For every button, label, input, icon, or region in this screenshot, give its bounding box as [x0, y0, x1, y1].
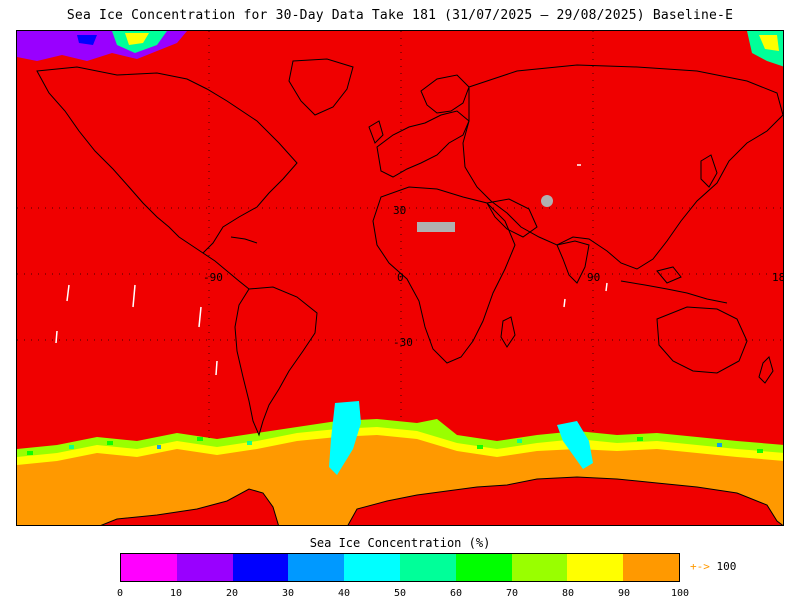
- arctic-ice-northeast: [747, 31, 783, 67]
- legend-title: Sea Ice Concentration (%): [309, 536, 491, 550]
- legend-tick-label: 50: [393, 588, 407, 599]
- arctic-ice-northwest: [17, 31, 187, 61]
- lat-label-n30: 30: [393, 204, 406, 217]
- legend-swatch-1: [176, 554, 233, 581]
- legend-tick-label: 70: [505, 588, 519, 599]
- lon-label-w90: -90: [203, 271, 223, 284]
- legend-swatch-2: [232, 554, 289, 581]
- legend-swatch-3: [288, 554, 345, 581]
- world-map: -90 0 90 180 30 -30: [16, 30, 784, 526]
- overflow-arrow: +->: [690, 560, 710, 573]
- legend-tick-label: 40: [337, 588, 351, 599]
- legend-overflow-marker: +-> 100: [690, 560, 736, 573]
- legend-swatch-5: [399, 554, 456, 581]
- color-scale-ticks: 0 10 20 30 40 50 60 70 80 90 100: [116, 588, 689, 600]
- legend-swatch-8: [567, 554, 624, 581]
- map-canvas: -90 0 90 180 30 -30: [17, 31, 784, 525]
- legend-tick-label: 30: [281, 588, 295, 599]
- no-data-patch-sahara: [417, 222, 455, 232]
- page-title: Sea Ice Concentration for 30-Day Data Ta…: [66, 8, 734, 23]
- lat-label-s30: -30: [393, 336, 413, 349]
- legend-tick-label: 0: [116, 588, 124, 599]
- color-scale-bar: [120, 553, 680, 582]
- legend-tick-label: 20: [225, 588, 239, 599]
- overflow-value: 100: [716, 560, 737, 573]
- legend-tick-label: 80: [561, 588, 575, 599]
- legend-swatch-6: [455, 554, 512, 581]
- no-data-patch-tibet: [541, 195, 553, 207]
- legend-swatch-9: [623, 554, 679, 581]
- legend-tick-label: 60: [449, 588, 463, 599]
- coastlines: [36, 58, 783, 437]
- legend-tick-label: 90: [617, 588, 631, 599]
- legend-swatch-4: [344, 554, 400, 581]
- legend-tick-label: 100: [670, 588, 690, 599]
- legend-swatch-7: [511, 554, 568, 581]
- legend-tick-label: 10: [169, 588, 183, 599]
- lon-label-180: 180: [772, 271, 784, 284]
- lon-label-0: 0: [397, 271, 404, 284]
- antarctic-sea-ice: [17, 401, 783, 525]
- no-data-streaks: [55, 164, 608, 376]
- legend-swatch-0: [121, 554, 177, 581]
- lon-label-e90: 90: [587, 271, 600, 284]
